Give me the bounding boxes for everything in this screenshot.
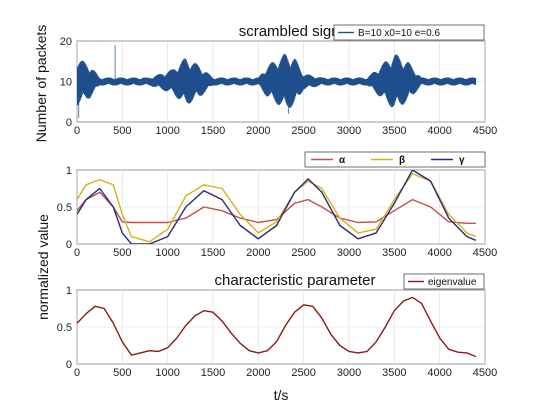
x-tick-label: 2000 [246,247,270,259]
x-tick-label: 2000 [246,367,270,379]
y-tick-label: 10 [60,77,72,89]
x-tick-label: 1500 [201,247,225,259]
y-axis-label: Number of packets [33,25,49,143]
x-tick-label: 1000 [155,247,179,259]
x-tick-label: 1000 [155,125,179,137]
x-tick-label: 3500 [382,125,406,137]
legend-entry: β [399,155,405,166]
y-tick-label: 0.5 [57,322,72,334]
x-tick-label: 4000 [427,367,451,379]
y-tick-label: 20 [60,36,72,48]
panel-scrambled-signal: 0 500 1000 1500 2000 2500 3000 3500 4000 4500 0 10 2… [33,23,497,142]
series-line-0 [77,191,476,224]
y-tick-label: 1 [66,285,72,297]
x-tick-label: 4500 [473,367,497,379]
x-tick-label: 4000 [427,125,451,137]
y-tick-label: 1 [66,165,72,177]
x-tick-label: 3000 [337,247,361,259]
x-tick-label: 3500 [382,247,406,259]
series-line-0 [77,296,477,358]
shared-ylabel: normalized value [35,214,51,320]
x-tick-label: 500 [113,367,131,379]
legend-entry: eigenvalue [428,277,477,288]
x-tick-label: 500 [113,125,131,137]
y-tick-label: 0 [66,117,72,129]
x-tick-label: 2500 [291,367,315,379]
legend [333,24,485,41]
x-tick-label: 2000 [246,125,270,137]
series-line-2 [77,170,477,244]
series-group [77,296,477,358]
x-tick-label: 4500 [473,125,497,137]
legend [304,151,486,168]
x-tick-label: 500 [113,247,131,259]
series-group [77,170,477,244]
x-tick-label: 4000 [427,247,451,259]
x-tick-label: 3000 [337,367,361,379]
legend-entry: γ [459,155,465,166]
series-line-1 [77,173,477,243]
x-tick-label: 3000 [337,125,361,137]
panel-characteristic-parameter: 0 500 1000 1500 2000 2500 3000 3500 4000 4500 0 0.5… [57,272,498,379]
legend-entry: B=10 x0=10 e=0.6 [358,28,440,39]
legend-entry: α [339,155,346,166]
x-tick-label: 2500 [291,247,315,259]
x-tick-label: 1500 [201,367,225,379]
y-tick-label: 0 [66,239,72,251]
x-tick-label: 2500 [291,125,315,137]
x-tick-label: 1500 [201,125,225,137]
panel-normalized-values: 0 500 1000 1500 2000 2500 3000 3500 4000 4500 0 0.5… [57,151,497,259]
x-tick-label: 4500 [473,247,497,259]
x-tick-label: 0 [74,367,80,379]
x-tick-label: 3500 [382,367,406,379]
x-tick-label: 1000 [155,367,179,379]
y-tick-label: 0.5 [57,202,72,214]
y-tick-label: 0 [66,359,72,371]
x-tick-label: 0 [74,247,80,259]
x-axis-label: t/s [274,387,289,403]
series-line-0 [77,45,477,118]
chart-title: scrambled signal [239,23,352,40]
series-group [77,45,477,118]
legend [403,273,485,290]
chart-title: characteristic parameter [215,272,376,289]
x-tick-label: 0 [74,125,80,137]
